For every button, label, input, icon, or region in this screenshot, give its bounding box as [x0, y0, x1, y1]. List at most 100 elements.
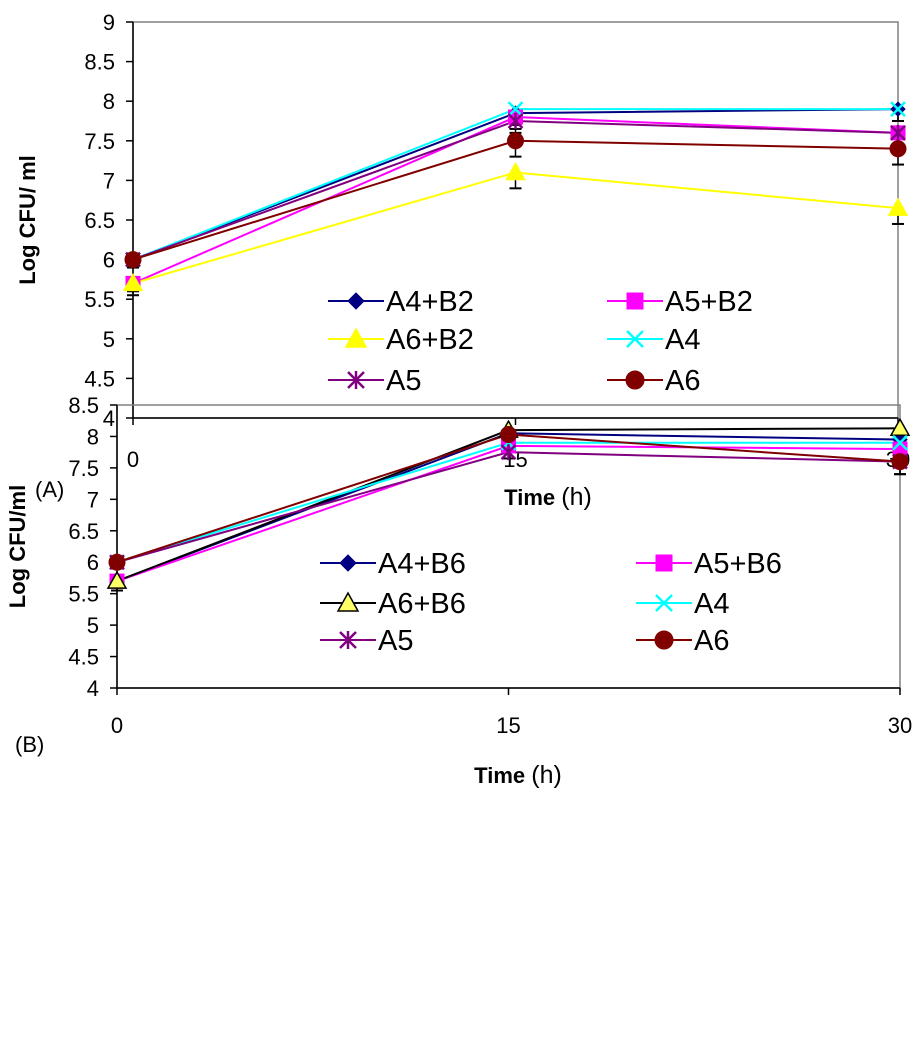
y-tick-label: 8 — [103, 89, 115, 114]
legend-marker — [654, 630, 674, 650]
y-tick-label: 7 — [87, 487, 99, 512]
y-tick-label: 9 — [103, 10, 115, 35]
legend-item: A4 — [636, 588, 729, 620]
legend-marker — [626, 330, 644, 348]
legend-label: A6+B2 — [386, 324, 474, 356]
legend-marker — [626, 292, 644, 310]
data-point-a4-stroke — [890, 101, 906, 118]
y-tick-label: 4 — [103, 406, 115, 431]
x-axis-title-main: Time — [504, 485, 555, 510]
data-point-a6 — [124, 251, 142, 269]
x-tick-label: 30 — [888, 713, 912, 738]
legend-item: A5 — [328, 365, 421, 397]
legend-marker — [339, 554, 357, 572]
legend-item: A6+B2 — [328, 324, 474, 356]
legend-label: A4+B6 — [378, 548, 466, 580]
data-point-a6 — [500, 426, 517, 444]
legend-item: A6 — [636, 625, 729, 657]
legend-item: A5+B6 — [636, 548, 782, 580]
plot-frame — [132, 21, 899, 419]
y-tick-label: 4.5 — [68, 645, 99, 670]
y-tick-label: 8.5 — [68, 393, 99, 418]
legend: A4+B2 A5+B2 A6+B2 A4 A5 A6 — [328, 286, 753, 397]
legend-marker — [347, 371, 365, 389]
y-tick-label: 6 — [103, 248, 115, 273]
data-point-a6-b6 — [106, 570, 128, 589]
panel-label: (A) — [35, 477, 64, 502]
data-point-a5 — [890, 124, 906, 141]
y-tick-label: 5 — [103, 327, 115, 352]
data-point-a6-b2 — [122, 272, 144, 292]
y-tick-label: 7.5 — [68, 456, 99, 481]
legend-marker — [344, 327, 368, 348]
y-tick-label: 5.5 — [84, 287, 115, 312]
data-point-a6 — [507, 132, 524, 150]
legend-label: A6 — [694, 625, 729, 657]
panel-label: (B) — [15, 732, 44, 757]
y-tick-label: 5.5 — [68, 582, 99, 607]
legend-marker-stroke — [655, 594, 673, 612]
x-tick-label: 15 — [496, 713, 520, 738]
y-axis-title: Log CFU/ ml — [15, 155, 40, 285]
y-tick-label: 8 — [87, 424, 99, 449]
y-tick-label: 8.5 — [84, 50, 115, 75]
y-tick-label: 6.5 — [84, 208, 115, 233]
legend-marker — [336, 591, 360, 612]
data-point-a4 — [890, 101, 906, 118]
y-tick-label: 7 — [103, 168, 115, 193]
x-axis-title-main: Time — [474, 763, 525, 788]
x-axis-title-unit: (h) — [561, 483, 592, 511]
legend-marker-stroke — [626, 330, 644, 348]
legend-item: A6+B6 — [320, 588, 466, 620]
x-axis-title-unit: (h) — [531, 761, 562, 789]
legend-item: A6 — [607, 365, 700, 397]
data-point-a6 — [889, 140, 907, 158]
legend-item: A5+B2 — [607, 286, 753, 318]
y-tick-label: 5 — [87, 613, 99, 638]
legend-label: A5+B6 — [694, 548, 782, 580]
legend-marker — [655, 594, 673, 612]
data-point-a6-b6 — [889, 417, 911, 437]
y-tick-label: 7.5 — [84, 129, 115, 154]
x-axis-title: Time (h) — [504, 483, 592, 511]
y-tick-label: 4 — [87, 676, 99, 701]
legend-label: A5 — [386, 365, 421, 397]
data-point-a6 — [891, 453, 909, 471]
x-tick-label: 0 — [111, 713, 123, 738]
data-point-a6-b2 — [505, 161, 526, 181]
legend-label: A4 — [665, 324, 700, 356]
chart-panel-b: 4 4.5 5 5.5 6 6.5 7 7.5 8 8.5 0 15 30 Log CFU/ml Time … — [5, 393, 912, 789]
chart-panel-a: 44.555.566.577.588.5901530Log CFU/ mlTim… — [15, 10, 910, 511]
data-point-a4 — [507, 101, 524, 118]
series-line-a6 — [132, 139, 899, 261]
legend-item: A4 — [607, 324, 700, 356]
legend-label: A5 — [378, 625, 413, 657]
legend-item: A4+B2 — [328, 286, 474, 318]
y-axis-title: Log CFU/ml — [5, 485, 30, 608]
legend: A4+B6 A5+B6 A6+B6 A4 A5 A6 — [320, 548, 782, 657]
legend-label: A6 — [665, 365, 700, 397]
legend-label: A4+B2 — [386, 286, 474, 318]
data-point-a6-b2 — [887, 197, 909, 216]
data-point-a4 — [892, 434, 908, 451]
legend-marker — [625, 370, 645, 390]
y-tick-label: 6 — [87, 550, 99, 575]
legend-label: A5+B2 — [665, 286, 753, 318]
x-tick-label: 0 — [127, 447, 139, 472]
legend-item: A4+B6 — [320, 548, 466, 580]
data-point-a4-stroke — [507, 101, 524, 118]
y-tick-label: 6.5 — [68, 519, 99, 544]
x-axis-title: Time (h) — [474, 761, 562, 789]
data-point-a5 — [500, 444, 517, 461]
legend-marker — [339, 631, 357, 649]
data-point-a5 — [507, 113, 524, 129]
data-point-a6 — [108, 553, 126, 571]
legend-label: A4 — [694, 588, 729, 620]
y-tick-label: 4.5 — [84, 366, 115, 391]
legend-marker — [655, 554, 673, 572]
legend-marker — [347, 292, 365, 310]
legend-label: A6+B6 — [378, 588, 466, 620]
data-point-a4-stroke — [892, 434, 908, 451]
legend-item: A5 — [320, 625, 413, 657]
